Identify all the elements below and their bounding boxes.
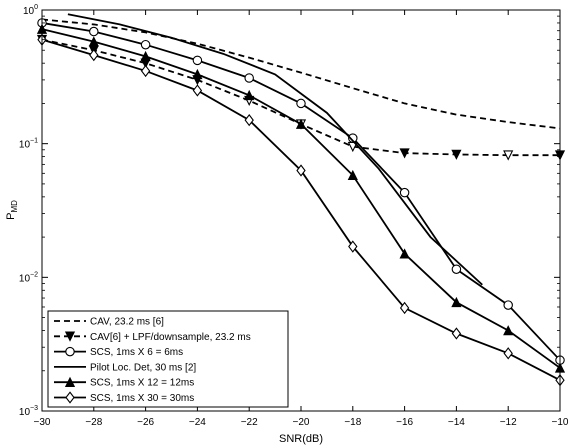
series-5-point — [399, 248, 410, 259]
series-6-point — [296, 164, 306, 177]
legend-label: Pilot Loc. Det, 30 ms [2] — [90, 362, 196, 373]
series-2-point — [451, 149, 462, 160]
x-tick-label: −24 — [189, 417, 206, 428]
series-2-point — [503, 150, 514, 161]
legend-swatch-marker — [64, 331, 76, 342]
legend-label: SCS, 1ms X 30 = 30ms — [90, 393, 194, 404]
series-6-point — [399, 301, 410, 315]
series-4 — [67, 13, 483, 286]
series-6-point — [244, 113, 254, 127]
series-6-point — [348, 240, 358, 253]
series-3-point — [140, 39, 151, 50]
x-tick-label: −12 — [500, 417, 517, 428]
series-2-point — [399, 148, 410, 159]
series-layer — [36, 13, 566, 387]
series-3-point — [503, 300, 513, 310]
x-tick-label: −16 — [396, 417, 413, 428]
y-axis-label: PMD — [5, 200, 19, 220]
series-6-point — [89, 48, 99, 62]
y-axis-label-sub: MD — [10, 200, 19, 213]
y-tick-label: 100 — [23, 4, 38, 17]
series-4-line — [67, 13, 483, 286]
series-5-point — [347, 169, 358, 181]
series-3-point — [296, 98, 306, 109]
legend-entry-6: SCS, 1ms X 30 = 30ms — [54, 391, 194, 404]
legend-entry-5: SCS, 1ms X 12 = 12ms — [54, 376, 194, 389]
x-tick-label: −28 — [85, 417, 102, 428]
svg-text:PMD: PMD — [5, 200, 19, 220]
series-5-point — [244, 89, 255, 101]
legend-entry-2: CAV[6] + LPF/downsample, 23.2 ms — [54, 331, 251, 343]
legend-swatch-marker — [65, 346, 75, 357]
ticks-layer: −30 −28 −26 −24 −22 −20 −18 −16 −14 −12 −10 100 10−1… — [19, 4, 569, 428]
legend-swatch-marker — [64, 376, 76, 387]
series-5-point — [192, 68, 203, 80]
series-5-point — [88, 36, 99, 47]
legend-entry-1: CAV, 23.2 ms [6] — [54, 317, 164, 328]
series-5-point — [503, 325, 514, 336]
x-tick-label: −18 — [344, 417, 361, 428]
series-1-line — [41, 18, 561, 130]
series-3-point — [451, 264, 462, 274]
legend-entry-3: SCS, 1ms X 6 = 6ms — [54, 346, 183, 358]
legend-label: SCS, 1ms X 12 = 12ms — [90, 378, 194, 389]
legend-label: CAV[6] + LPF/downsample, 23.2 ms — [90, 332, 251, 343]
y-axis-label-main: P — [5, 213, 17, 220]
y-tick-label: 10−2 — [19, 271, 38, 284]
x-tick-label: −20 — [293, 417, 310, 428]
legend-entry-4: Pilot Loc. Det, 30 ms [2] — [54, 362, 196, 373]
legend-swatch-marker — [65, 391, 75, 404]
series-3-point — [399, 187, 410, 198]
x-axis-label: SNR(dB) — [279, 433, 323, 445]
series-6-point — [451, 327, 462, 340]
y-tick-label: 10−3 — [19, 405, 38, 418]
series-1 — [41, 18, 561, 130]
series-3-point — [192, 55, 203, 66]
series-3-point — [348, 133, 358, 143]
x-tick-label: −22 — [241, 417, 258, 428]
legend: CAV, 23.2 ms [6] CAV[6] + LPF/downsample,… — [47, 310, 289, 408]
legend-label: SCS, 1ms X 6 = 6ms — [90, 347, 183, 358]
series-6-point — [140, 64, 151, 78]
x-tick-label: −14 — [448, 417, 465, 428]
series-6-point — [503, 347, 513, 360]
series-6 — [37, 33, 565, 387]
x-tick-label: −26 — [137, 417, 154, 428]
series-5-point — [295, 118, 307, 129]
series-5-point — [140, 50, 151, 62]
legend-box — [47, 310, 289, 408]
x-tick-label: −30 — [34, 417, 51, 428]
series-6-point — [192, 84, 203, 97]
x-tick-label: −10 — [552, 417, 569, 428]
y-tick-label: 10−1 — [19, 138, 38, 151]
series-3-point — [89, 26, 99, 37]
series-5-point — [451, 296, 462, 308]
legend-label: CAV, 23.2 ms [6] — [90, 317, 164, 328]
series-3-point — [244, 73, 254, 83]
